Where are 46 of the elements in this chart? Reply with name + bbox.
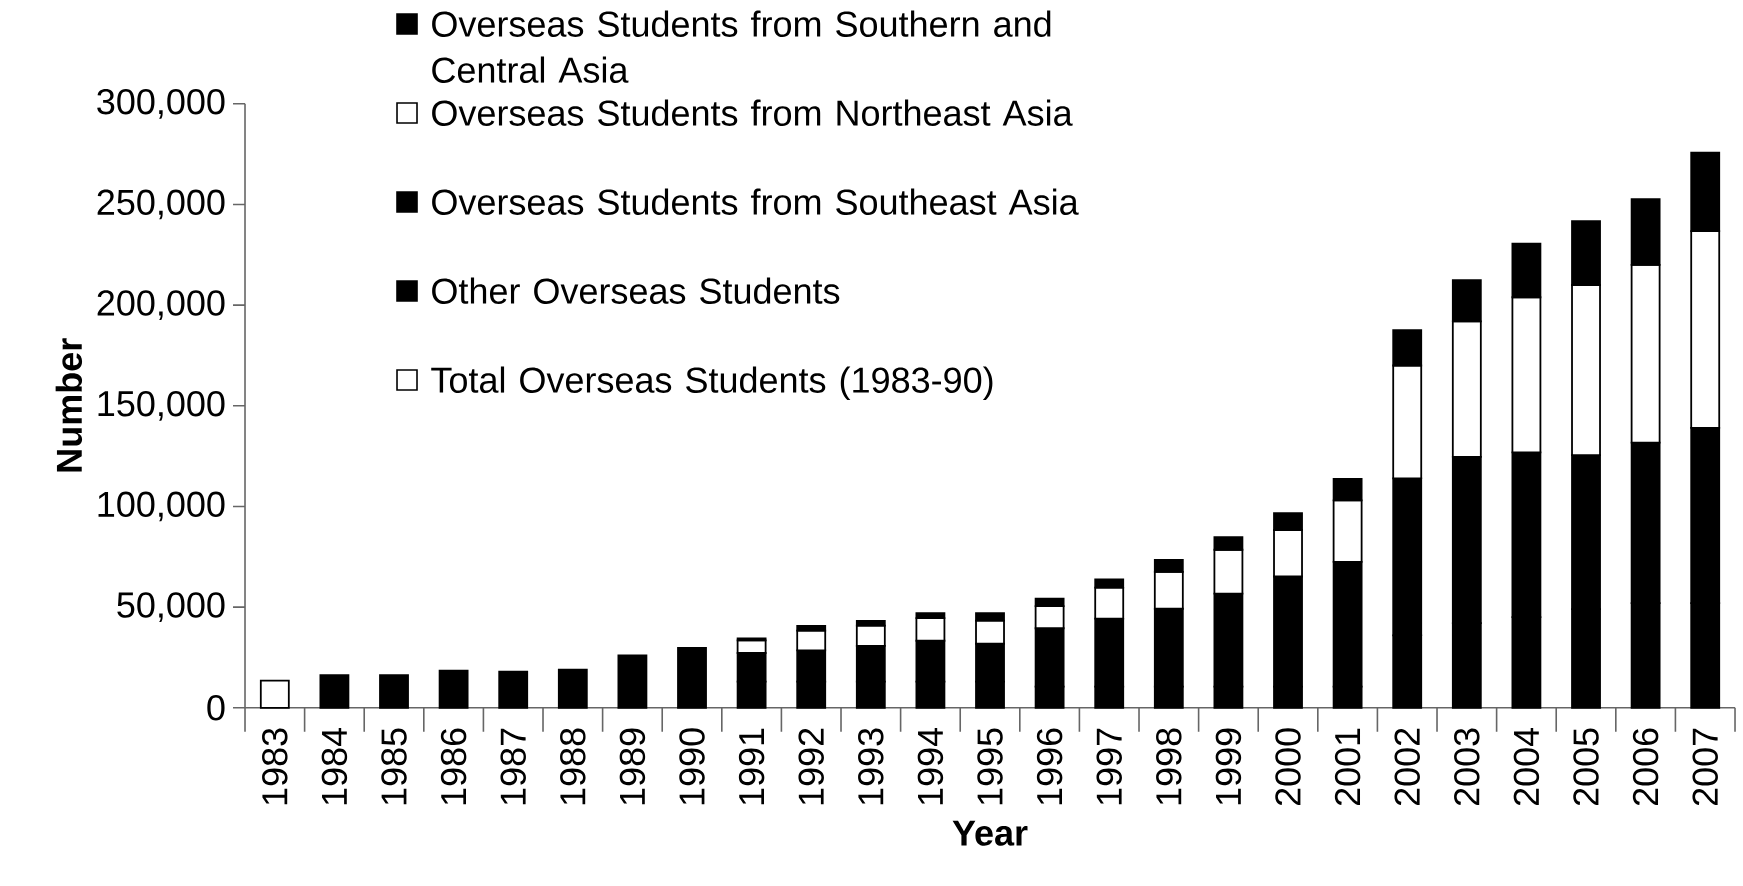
x-tick-label: 1995 [977,728,1003,805]
bar [498,670,529,709]
bar [557,668,588,709]
x-tick-label: 1997 [1096,728,1122,805]
x-tick-label: 1998 [1156,728,1182,805]
x-tick-label: 2003 [1454,728,1480,806]
legend-label: Overseas Students from Southeast Asia [432,188,1079,215]
x-tick-label: 2005 [1573,728,1599,806]
bar [677,647,707,709]
y-tick-label: 300,000 [97,88,225,119]
x-tick-label: 1985 [381,728,407,805]
x-tick-label: 1991 [738,728,765,805]
x-tick-label: 1990 [679,728,705,805]
x-axis-title: Year [952,820,1028,846]
x-tick-label: 2000 [1275,728,1301,806]
x-tick-label: 1984 [321,727,348,805]
x-tick-label: 1983 [262,728,288,805]
x-tick-label: 1989 [619,728,646,805]
y-tick-label: 100,000 [98,491,225,522]
legend-label: Overseas Students from Southern and Central Asia [432,10,1051,83]
x-tick-label: 1988 [560,728,586,805]
legend-label: Other Overseas Students [432,277,840,304]
x-tick-label: 1987 [500,728,526,805]
y-tick-label: 250,000 [97,189,225,220]
x-tick-label: 2002 [1394,728,1420,806]
legend-label: Total Overseas Students (1983-90) [431,366,993,401]
x-tick-label: 2006 [1632,728,1659,806]
x-tick-label: 1996 [1036,728,1063,805]
y-tick-label: 50,000 [117,592,225,622]
bar [379,674,409,709]
x-tick-label: 1999 [1215,728,1242,805]
y-tick-label: 200,000 [97,290,225,320]
x-tick-label: 1993 [858,728,884,805]
bar [438,669,469,709]
x-tick-label: 2007 [1692,728,1718,806]
x-tick-label: 1992 [798,728,824,805]
x-tick-label: 1986 [440,728,467,805]
y-tick-label: 0 [207,695,225,721]
x-tick-label: 2004 [1513,727,1540,806]
x-tick-label: 1994 [917,727,944,805]
legend-label: Overseas Students from Northeast Asia [432,99,1073,126]
bar [617,654,648,709]
y-axis-title: Number [55,338,83,472]
y-tick-label: 150,000 [98,390,225,421]
bar [319,674,350,709]
x-tick-label: 2001 [1334,728,1361,806]
